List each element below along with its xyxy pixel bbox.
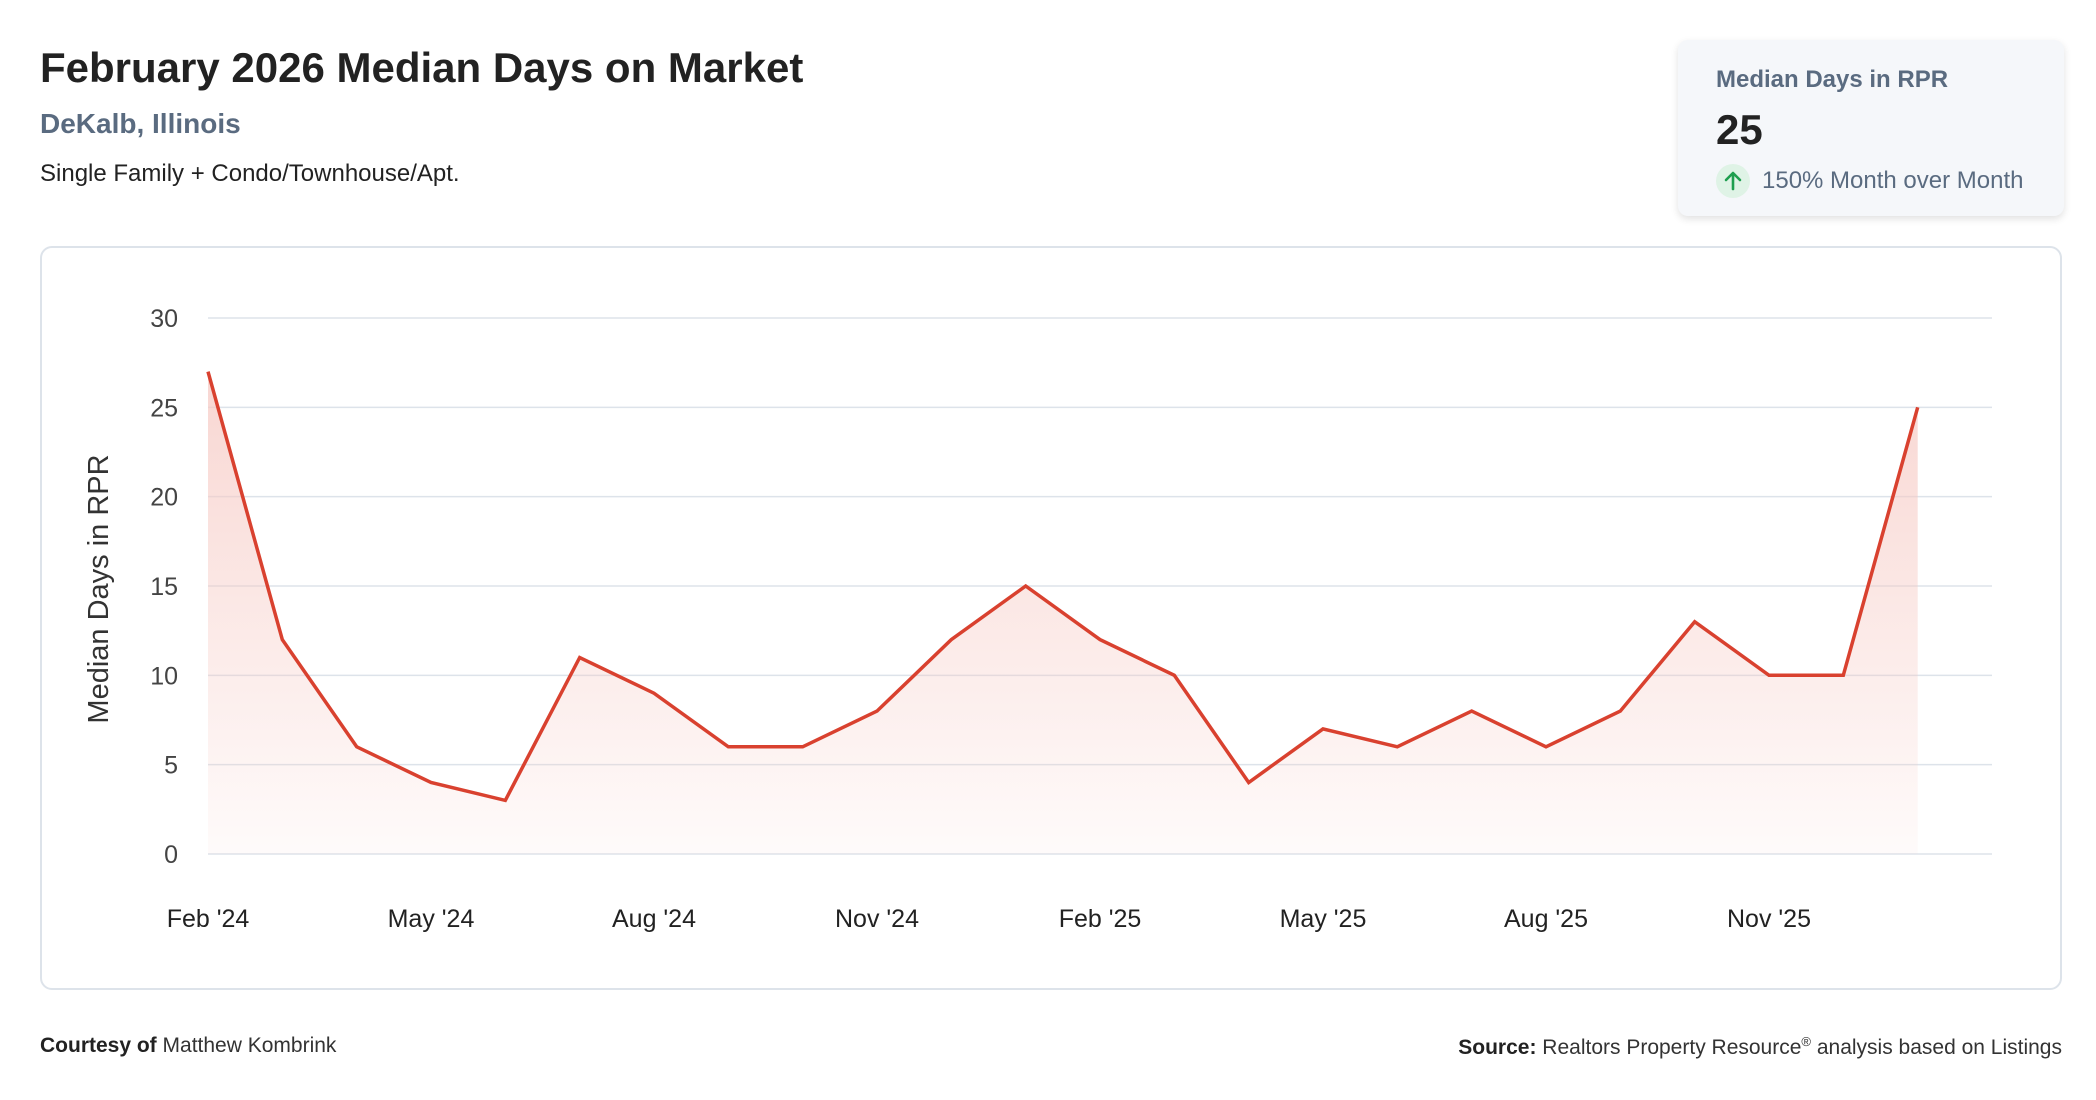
x-tick-label: Feb '25 [1059, 905, 1142, 933]
courtesy-name: Matthew Kombrink [162, 1034, 337, 1057]
data-point [1098, 638, 1102, 642]
data-point [355, 745, 359, 749]
data-point [503, 798, 507, 802]
y-tick-label: 0 [164, 841, 178, 869]
data-point [1024, 584, 1028, 588]
data-point [1172, 673, 1176, 677]
x-tick-label: May '25 [1280, 905, 1367, 933]
location-label: DeKalb, Illinois [40, 108, 241, 139]
data-point [578, 655, 582, 659]
source-footer: Source: Realtors Property Resource® anal… [1458, 1034, 2062, 1060]
source-label: Source: [1458, 1036, 1537, 1059]
data-point [1247, 781, 1251, 785]
x-tick-label: Nov '25 [1727, 905, 1811, 933]
x-tick-label: Aug '25 [1504, 905, 1588, 933]
source-text: Realtors Property Resource [1542, 1036, 1802, 1059]
stat-change-row: 150% Month over Month [1716, 164, 2026, 198]
series-line [206, 370, 1920, 803]
data-point [1544, 745, 1548, 749]
x-tick-label: Nov '24 [835, 905, 919, 933]
data-point [429, 781, 433, 785]
y-axis-ticks: 0 5 10 15 20 25 30 [150, 305, 178, 869]
data-point [1767, 673, 1771, 677]
stat-value: 25 [1716, 106, 1763, 153]
data-point [280, 638, 284, 642]
source-text-suffix: analysis based on Listings [1811, 1036, 2062, 1059]
property-type-label: Single Family + Condo/Townhouse/Apt. [40, 160, 460, 187]
data-point [1321, 727, 1325, 731]
data-point [1395, 745, 1399, 749]
x-tick-label: Aug '24 [612, 905, 696, 933]
registered-mark: ® [1801, 1034, 1811, 1049]
data-point [1693, 620, 1697, 624]
data-point [1916, 405, 1920, 409]
data-point [801, 745, 805, 749]
data-point [652, 691, 656, 695]
y-tick-label: 10 [150, 662, 178, 690]
courtesy-footer: Courtesy of Matthew Kombrink [40, 1034, 336, 1058]
data-point [1470, 709, 1474, 713]
median-days-stat-card: Median Days in RPR 25 150% Month over Mo… [1678, 40, 2064, 216]
data-point [726, 745, 730, 749]
arrow-up-icon [1716, 164, 1750, 198]
y-tick-label: 5 [164, 752, 178, 780]
series-line-path [206, 371, 1920, 803]
x-tick-label: May '24 [388, 905, 475, 933]
data-point [206, 370, 210, 374]
data-point [875, 709, 879, 713]
data-point [949, 638, 953, 642]
stat-change-text: 150% Month over Month [1762, 167, 2024, 194]
page-title: February 2026 Median Days on Market [40, 44, 804, 91]
data-point [1841, 673, 1845, 677]
y-tick-label: 20 [150, 484, 178, 512]
chart-container: 0 5 10 15 20 25 30 Feb '24 May '24 Aug '24 Nov '2… [40, 246, 2062, 990]
y-axis-label: Median Days in RPR [83, 454, 115, 723]
y-tick-label: 30 [150, 305, 178, 333]
y-tick-label: 25 [150, 394, 178, 422]
stat-label: Median Days in RPR [1716, 66, 1949, 93]
x-axis-ticks: Feb '24 May '24 Aug '24 Nov '24 Feb '25 May '… [167, 905, 1811, 933]
courtesy-label: Courtesy of [40, 1034, 157, 1057]
x-tick-label: Feb '24 [167, 905, 250, 933]
y-tick-label: 15 [150, 573, 178, 601]
median-days-chart: 0 5 10 15 20 25 30 Feb '24 May '24 Aug '24 Nov '2… [83, 305, 1992, 933]
data-point [1618, 709, 1622, 713]
